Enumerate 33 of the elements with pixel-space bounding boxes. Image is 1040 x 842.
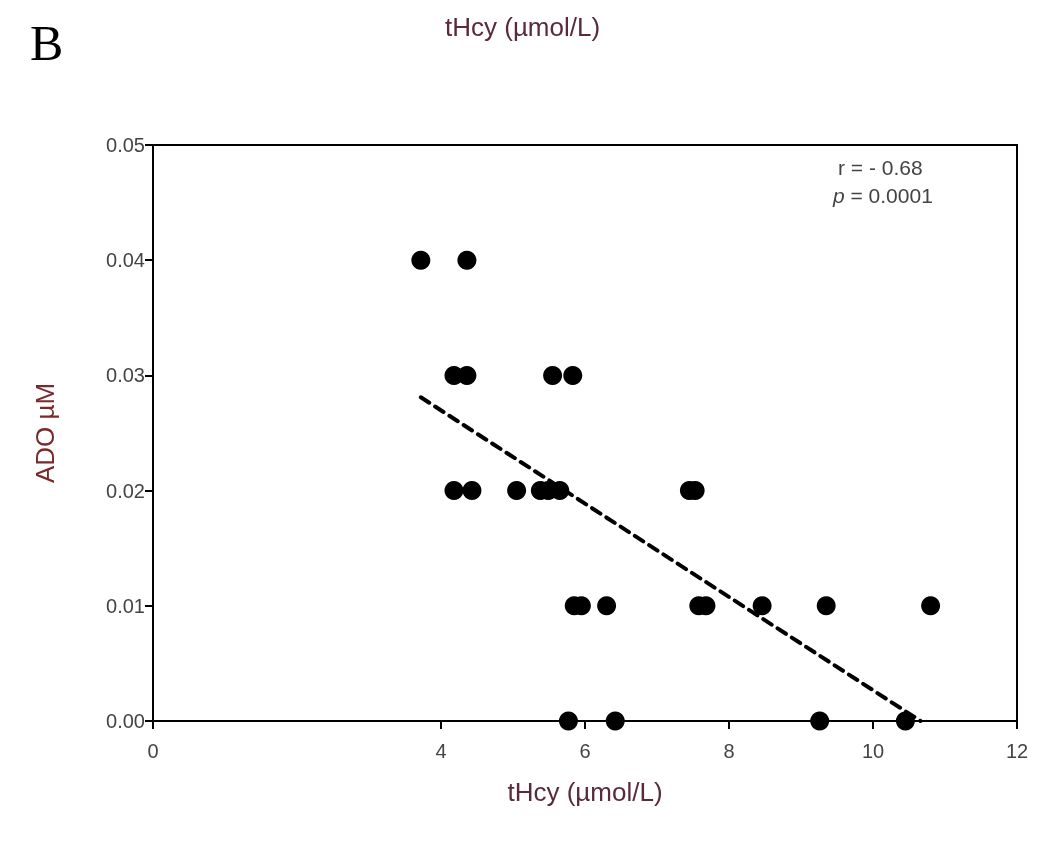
y-axis-title: ADO µM: [30, 382, 60, 484]
point: [816, 596, 836, 616]
y-tick-label: 0.04: [106, 249, 145, 272]
point: [921, 596, 941, 616]
point: [457, 365, 477, 385]
point: [444, 481, 464, 501]
y-tick-label: 0.02: [106, 479, 145, 502]
point: [543, 365, 563, 385]
x-tick-label: 10: [861, 740, 885, 762]
y-tick-label: 0.03: [106, 364, 145, 387]
y-tick-label: 0.05: [106, 134, 145, 156]
point: [810, 711, 830, 731]
point: [457, 250, 477, 270]
text: tHcy (µmol/L): [445, 12, 601, 42]
x-tick-label: 4: [435, 740, 447, 762]
x-tick-label: 12: [1005, 740, 1029, 762]
annotation: p = 0.0001: [832, 184, 933, 207]
x-tick-label: 6: [579, 740, 591, 762]
point: [597, 596, 617, 616]
x-axis-title: tHcy (µmol/L): [507, 777, 663, 807]
point: [563, 365, 583, 385]
text: B: [30, 15, 64, 71]
annotation: r = - 0.68: [838, 156, 923, 179]
x-tick-label: 8: [723, 740, 735, 762]
y-tick-label: 0.00: [106, 710, 145, 732]
point: [558, 711, 578, 731]
y-tick-label: 0.01: [106, 594, 145, 617]
point: [605, 711, 625, 731]
point: [411, 250, 431, 270]
point: [752, 596, 772, 616]
x-tick-label: 0: [147, 740, 159, 762]
point: [507, 481, 527, 501]
point: [462, 481, 482, 501]
